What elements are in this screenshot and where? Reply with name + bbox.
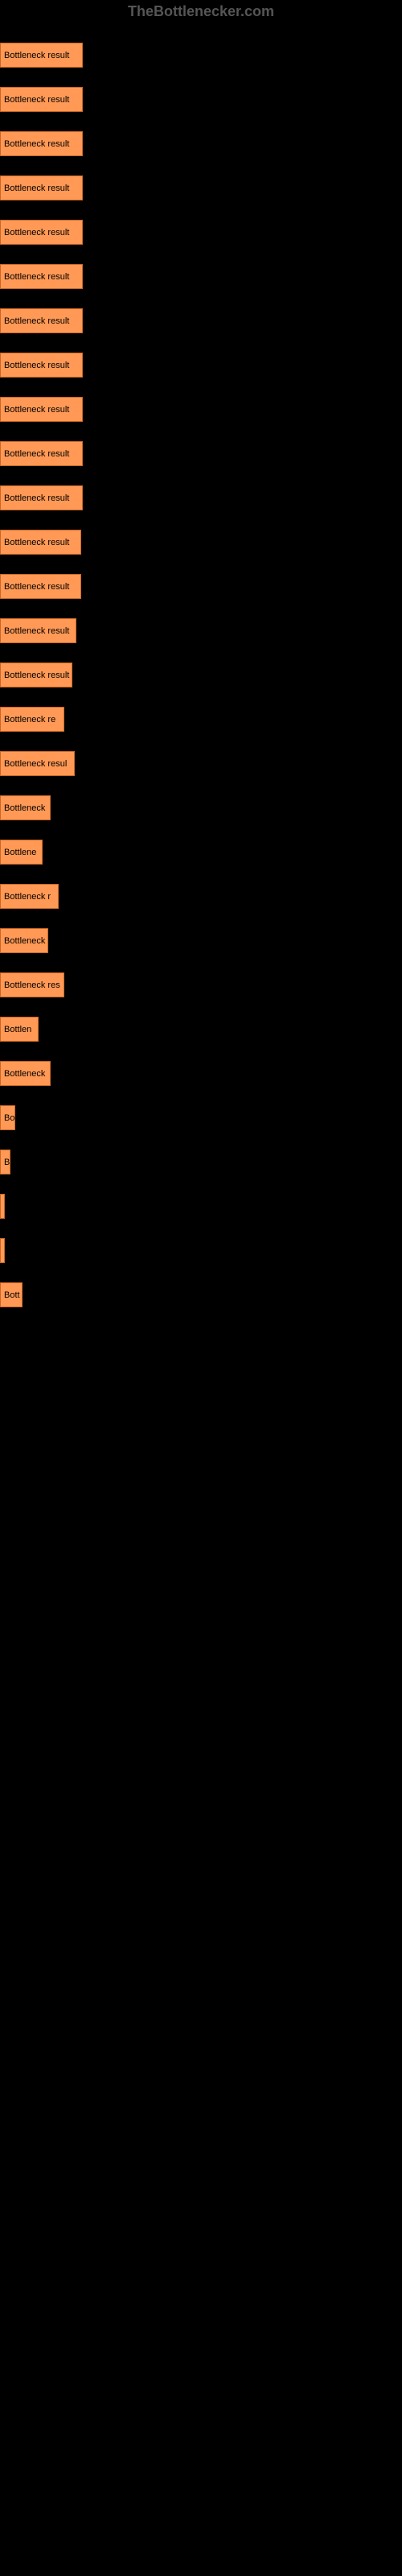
watermark-text: TheBottlenecker.com [0,0,402,23]
bar-item[interactable]: Bottleneck result [0,530,81,555]
bar-spacer [0,1263,402,1282]
bar-item[interactable]: Bottleneck result [0,441,83,466]
bar-item[interactable]: Bottleneck r [0,884,59,909]
bar-item[interactable]: Bo [0,1105,15,1130]
bar-spacer [0,378,402,397]
bar-spacer [0,555,402,574]
bar-spacer [0,200,402,220]
bar-item[interactable]: Bottleneck result [0,308,83,333]
bar-item[interactable]: Bottleneck result [0,353,83,378]
bar-item[interactable]: Bottlen [0,1017,39,1042]
bar-spacer [0,510,402,530]
bar-spacer [0,643,402,663]
bar-spacer [0,732,402,751]
bar-item[interactable]: Bottleneck result [0,618,76,643]
bar-item[interactable]: Bottleneck [0,1061,51,1086]
bar-spacer [0,466,402,485]
bar-item[interactable]: Bottleneck result [0,397,83,422]
bar-spacer [0,687,402,707]
bar-spacer [0,953,402,972]
bar-item[interactable]: Bottleneck result [0,663,72,687]
bar-item[interactable]: Bottleneck result [0,220,83,245]
bar-spacer [0,156,402,175]
bar-spacer [0,245,402,264]
bar-spacer [0,1174,402,1194]
bar-chart: Bottleneck result Bottleneck result Bottle… [0,23,402,1307]
bar-item[interactable]: Bottleneck [0,928,48,953]
bar-spacer [0,1042,402,1061]
bar-item[interactable]: Bottleneck result [0,175,83,200]
bar-item[interactable]: Bottleneck result [0,264,83,289]
bar-spacer [0,997,402,1017]
bar-spacer [0,289,402,308]
bar-spacer [0,1219,402,1238]
bar-spacer [0,909,402,928]
bar-item[interactable]: Bottleneck result [0,131,83,156]
bar-spacer [0,1130,402,1150]
bar-spacer [0,112,402,131]
bar-spacer [0,68,402,87]
bar-spacer [0,865,402,884]
bar-item[interactable]: Bottleneck [0,795,51,820]
bar-spacer [0,776,402,795]
bar-item[interactable]: Bottlene [0,840,43,865]
bar-item[interactable]: Bottleneck result [0,43,83,68]
bar-item[interactable]: Bott [0,1282,23,1307]
bar-spacer [0,599,402,618]
bar-item[interactable]: Bottleneck res [0,972,64,997]
bar-item[interactable]: Bottleneck resul [0,751,75,776]
bar-spacer [0,820,402,840]
bar-item[interactable] [0,1194,5,1219]
bar-spacer [0,422,402,441]
bar-spacer [0,23,402,43]
bar-spacer [0,333,402,353]
bar-item[interactable]: Bottleneck result [0,87,83,112]
bar-item[interactable] [0,1238,5,1263]
bar-item[interactable]: Bottleneck result [0,485,83,510]
bar-item[interactable]: Bottleneck result [0,574,81,599]
bar-spacer [0,1086,402,1105]
bar-item[interactable]: B [0,1150,10,1174]
bar-item[interactable]: Bottleneck re [0,707,64,732]
